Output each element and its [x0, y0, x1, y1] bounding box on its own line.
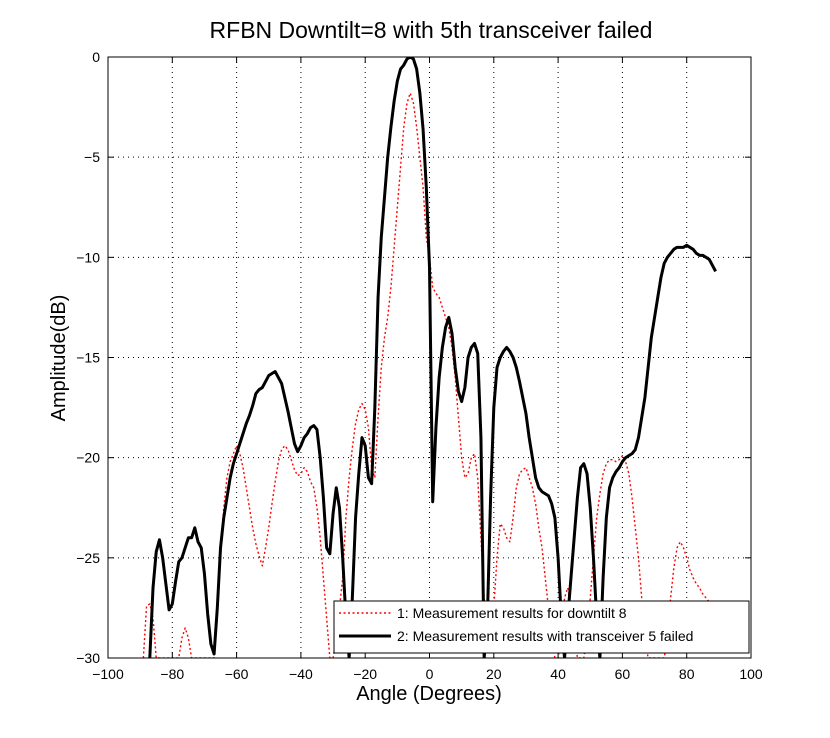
y-tick-label: −20	[76, 450, 100, 466]
y-tick-label: 0	[92, 49, 100, 65]
x-tick-label: 0	[426, 666, 434, 682]
x-tick-label: −80	[160, 666, 184, 682]
x-axis-title: Angle (Degrees)	[356, 683, 502, 705]
ticks: −100 −80 −60 −40 −20 0 20 40 60 80 100 0 −5 −10 −15 −20…	[76, 49, 763, 682]
y-tick-label: −25	[76, 550, 100, 566]
y-tick-label: −5	[84, 149, 100, 165]
legend-label-series-2: 2: Measurement results with transceiver …	[397, 628, 693, 644]
x-tick-label: −60	[225, 666, 249, 682]
x-tick-label: −100	[92, 666, 124, 682]
y-axis-title: Amplitude(dB)	[48, 295, 70, 422]
x-tick-label: 20	[486, 666, 502, 682]
x-tick-label: −40	[289, 666, 313, 682]
legend-label-series-1: 1: Measurement results for downtilt 8	[397, 605, 627, 621]
chart-title: RFBN Downtilt=8 with 5th transceiver fai…	[210, 17, 653, 43]
y-tick-label: −10	[76, 249, 100, 265]
x-tick-label: 60	[615, 666, 631, 682]
legend: 1: Measurement results for downtilt 8 2:…	[333, 600, 750, 654]
x-tick-label: 100	[739, 666, 763, 682]
series-line-2	[148, 57, 717, 658]
x-tick-label: 40	[550, 666, 566, 682]
series-layer	[142, 57, 717, 658]
x-tick-label: 80	[679, 666, 695, 682]
x-tick-label: −20	[353, 666, 377, 682]
y-tick-label: −15	[76, 350, 100, 366]
legend-box	[333, 600, 750, 654]
y-tick-label: −30	[76, 650, 100, 666]
